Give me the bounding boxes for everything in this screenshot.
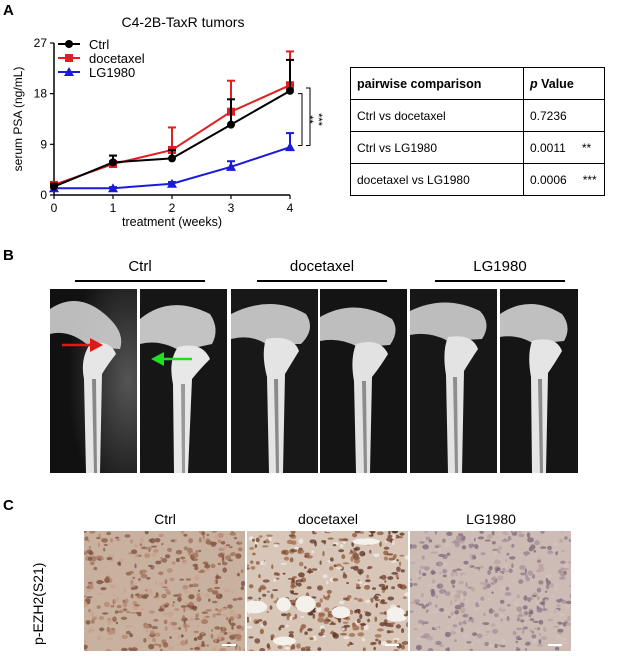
legend-label: docetaxel (89, 51, 145, 66)
x-tick-label: 4 (287, 201, 294, 215)
xray-image-lg1980-2 (500, 289, 578, 473)
xray-group-lg1980: LG1980 (473, 258, 527, 275)
pairwise-comparison-table: pairwise comparison p Value Ctrl vs doce… (350, 67, 605, 196)
xray-group-docetaxel: docetaxel (289, 258, 355, 275)
ihc-image-ctrl (84, 531, 245, 651)
data-point (226, 161, 236, 171)
legend-label: Ctrl (89, 37, 109, 52)
data-point (286, 86, 294, 95)
xray-image-ctrl-2 (140, 289, 227, 473)
table-header-p-value: p Value (523, 67, 605, 100)
x-tick-label: 0 (51, 201, 58, 215)
xray-image-lg1980-1 (410, 289, 497, 473)
comparison-cell: docetaxel vs LG1980 (350, 163, 524, 196)
ihc-image-docetaxel (247, 531, 408, 651)
data-point (108, 183, 118, 193)
xray-group-line (435, 280, 565, 282)
ihc-image-lg1980 (410, 531, 571, 651)
data-point (168, 154, 176, 163)
p-italic: p (530, 76, 538, 91)
ihc-group-docetaxel: docetaxel (298, 511, 358, 527)
comparison-cell: Ctrl vs LG1980 (350, 131, 524, 164)
ihc-row-label: p-EZH2(S21) (30, 562, 46, 645)
p-value: 0.0011 (530, 140, 566, 155)
legend-marker (65, 54, 73, 62)
y-axis-label: serum PSA (ng/mL) (11, 67, 25, 172)
table-row: docetaxel vs LG1980 0.0006 *** (350, 163, 605, 196)
comparison-cell: Ctrl vs docetaxel (350, 99, 524, 132)
x-tick-label: 2 (169, 201, 176, 215)
xray-image-docetaxel-1 (231, 289, 318, 473)
chart-title: C4-2B-TaxR tumors (122, 14, 245, 30)
y-tick-label: 9 (40, 137, 47, 151)
table-header-comparison: pairwise comparison (350, 67, 524, 100)
legend-marker (64, 67, 74, 76)
panel-a-label: A (3, 2, 14, 19)
x-tick-label: 3 (228, 201, 235, 215)
data-point (227, 120, 235, 129)
psa-line-chart: C4-2B-TaxR tumors 0 1 2 3 4 0 9 18 27 treatment (… (11, 14, 324, 229)
significance-bracket (306, 87, 311, 146)
xray-image-ctrl-1 (50, 289, 137, 473)
p-value-cell: 0.7236 (523, 99, 605, 132)
xray-image-docetaxel-2 (320, 289, 407, 473)
panel-c-label: C (3, 497, 14, 514)
red-arrow-icon (62, 338, 103, 352)
legend-marker (65, 40, 73, 48)
y-tick-label: 18 (34, 87, 48, 101)
significance-label: ** (303, 115, 315, 124)
ihc-group-ctrl: Ctrl (154, 511, 176, 527)
green-arrow-icon (151, 352, 192, 366)
table-header-row: pairwise comparison p Value (350, 67, 605, 100)
y-tick-label: 27 (34, 36, 48, 50)
data-point (285, 142, 295, 152)
significance-label: *** (312, 113, 324, 127)
x-axis-label: treatment (weeks) (122, 215, 222, 229)
xray-group-ctrl: Ctrl (128, 258, 152, 275)
p-value-rest: Value (537, 76, 574, 91)
xray-group-line (257, 280, 387, 282)
table-row: Ctrl vs LG1980 0.0011 ** (350, 131, 605, 164)
x-tick-label: 1 (110, 201, 117, 215)
significance-bracket (298, 93, 303, 146)
data-point (109, 158, 117, 167)
data-point (50, 182, 58, 191)
ihc-group-lg1980: LG1980 (466, 511, 516, 527)
sig-marker: *** (582, 172, 597, 187)
legend-label: LG1980 (89, 65, 135, 80)
data-point (167, 178, 177, 188)
p-value-cell: 0.0006 *** (523, 163, 605, 196)
panel-b-label: B (3, 247, 14, 264)
p-value: 0.7236 (530, 108, 567, 123)
p-value-cell: 0.0011 ** (523, 131, 605, 164)
xray-group-line (75, 280, 205, 282)
table-row: Ctrl vs docetaxel 0.7236 (350, 99, 605, 132)
sig-marker: ** (581, 140, 592, 155)
y-tick-label: 0 (40, 188, 47, 202)
p-value: 0.0006 (530, 172, 567, 187)
